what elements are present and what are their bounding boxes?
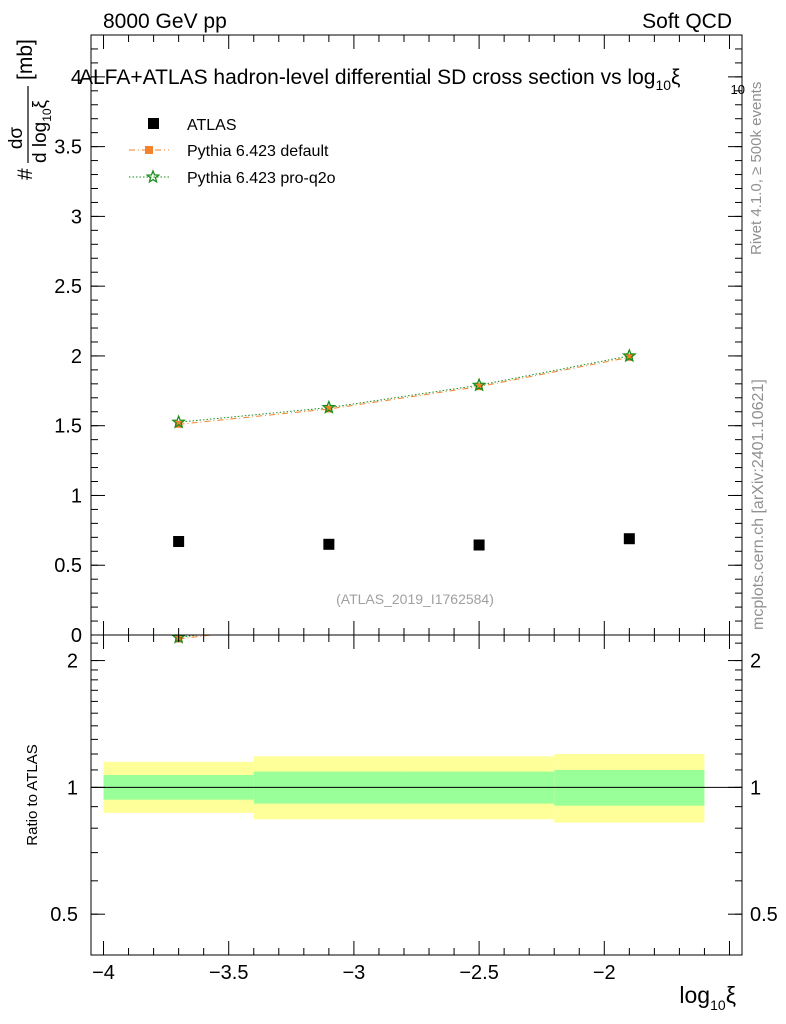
point-default — [625, 353, 633, 361]
main-ytick-label: 3.5 — [54, 137, 82, 159]
y-label-numerator: dσ — [6, 127, 27, 150]
ratio-panel: −4 −3.5 −3 −2.5 −2 0.5 0.5 1 1 2 2 — [50, 587, 778, 984]
y-label-unit: [mb] — [14, 39, 37, 80]
point-atlas — [623, 533, 635, 545]
process-label: Soft QCD — [642, 10, 732, 33]
main-curves — [171, 348, 637, 551]
legend-marker-atlas — [148, 118, 159, 129]
main-y-axis-label: # dσ d log10ξ [mb] — [6, 39, 54, 180]
ratio-ytick-label-right: 1 — [750, 777, 761, 799]
ratio-ytick-label: 1 — [67, 777, 78, 799]
ratio-xtick-label: −4 — [92, 962, 115, 984]
ratio-y-axis-label: Ratio to ATLAS — [24, 744, 41, 845]
main-line-0 — [178, 356, 630, 425]
legend-marker-proq2o — [145, 169, 161, 184]
point-proq2o — [321, 399, 337, 414]
point-default — [475, 383, 483, 391]
main-line-1 — [178, 355, 630, 423]
ratio-point-proq2o — [624, 587, 635, 598]
ratio-xtick-label: −2 — [593, 962, 616, 984]
analysis-watermark: (ATLAS_2019_I1762584) — [336, 591, 494, 607]
exponent-label: 10 — [731, 82, 745, 97]
ratio-ytick-label-right: 2 — [750, 651, 761, 673]
point-atlas — [323, 538, 335, 550]
legend-label-default: Pythia 6.423 default — [187, 143, 329, 160]
legend-label-atlas: ATLAS — [187, 117, 237, 134]
legend: ATLAS Pythia 6.423 default Pythia 6.423 … — [129, 117, 336, 187]
main-ytick-label: 2.5 — [54, 276, 82, 298]
ratio-point-default — [626, 590, 633, 597]
main-ytick-label: 0.5 — [54, 555, 82, 577]
point-proq2o — [171, 414, 187, 429]
legend-marker-default — [145, 146, 153, 154]
legend-label-proq2o: Pythia 6.423 pro-q2o — [187, 170, 336, 187]
y-label-prefix: # — [14, 168, 37, 180]
energy-label: 8000 GeV pp — [103, 10, 227, 33]
point-atlas — [473, 539, 485, 551]
main-ytick-label: 2 — [71, 346, 82, 368]
ratio-xtick-label: −2.5 — [459, 962, 498, 984]
ratio-ytick-label: 0.5 — [50, 904, 78, 926]
y-label-denominator: d log10ξ — [30, 99, 54, 163]
point-default — [325, 405, 333, 413]
main-ytick-label: 0 — [71, 625, 82, 647]
ratio-xtick-label: −3.5 — [209, 962, 248, 984]
rivet-version-label: Rivet 4.1.0, ≥ 500k events — [748, 82, 765, 255]
ratio-xtick-label: −3 — [342, 962, 365, 984]
ratio-point-default — [325, 617, 332, 624]
ratio-ytick-label-right: 0.5 — [750, 904, 778, 926]
main-ytick-label: 3 — [71, 206, 82, 228]
main-ytick-label: 4 — [71, 67, 82, 89]
ratio-point-proq2o — [323, 613, 334, 624]
ratio-ytick-label: 2 — [67, 651, 78, 673]
point-atlas — [173, 536, 185, 548]
x-axis-label: log10ξ — [679, 982, 736, 1013]
point-proq2o — [471, 377, 487, 392]
main-ytick-label: 1.5 — [54, 416, 82, 438]
plot-title: ALFA+ATLAS hadron-level differential SD … — [79, 66, 680, 93]
point-proq2o — [621, 348, 637, 363]
ratio-frame — [90, 634, 743, 956]
mcplots-label: mcplots.cern.ch [arXiv:2401.10621] — [750, 379, 767, 630]
main-ytick-label: 1 — [71, 485, 82, 507]
